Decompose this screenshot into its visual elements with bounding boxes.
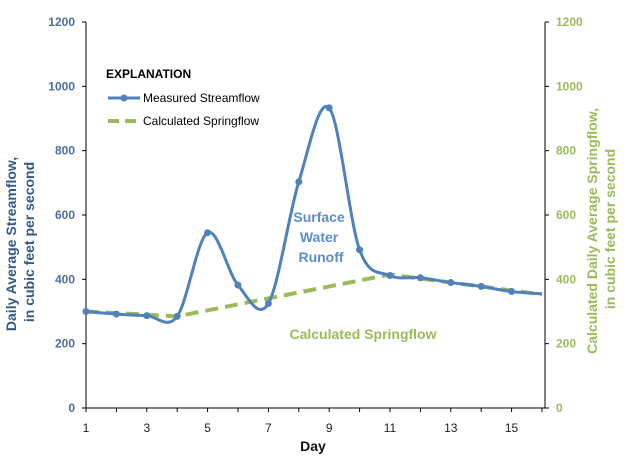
y-tick-label-left: 400 — [55, 272, 75, 286]
x-tick-label: 1 — [83, 421, 90, 435]
y-axis-right-title-line-1: Calculated Daily Average Springflow, — [584, 108, 600, 354]
y-tick-label-right: 0 — [556, 401, 563, 415]
measured-streamflow-point-day-8 — [295, 178, 303, 186]
annotation-surface-water-runoff: Surface Water Runoff — [293, 209, 348, 265]
measured-streamflow-point-day-2 — [112, 310, 120, 318]
y-tick-label-right: 400 — [556, 272, 576, 286]
x-axis-title: Day — [300, 438, 326, 454]
legend-marker-measured-streamflow — [120, 94, 128, 102]
y-tick-label-right: 1000 — [556, 79, 583, 93]
measured-streamflow-point-day-7 — [264, 299, 272, 307]
annotation-surface-water-runoff-line-1: Surface — [293, 209, 345, 225]
y-axis-right-title: Calculated Daily Average Springflow, in … — [584, 104, 618, 354]
y-tick-label-left: 200 — [55, 337, 75, 351]
annotation-surface-water-runoff-line-3: Runoff — [298, 249, 343, 265]
measured-streamflow-point-day-9 — [325, 104, 333, 112]
measured-streamflow-point-day-14 — [477, 282, 485, 290]
measured-streamflow-point-day-5 — [204, 229, 212, 237]
legend-label-calculated-springflow: Calculated Springflow — [143, 114, 259, 128]
annotation-surface-water-runoff-line-2: Water — [300, 229, 339, 245]
x-tick-label: 9 — [326, 421, 333, 435]
x-tick-label: 3 — [143, 421, 150, 435]
y-axis-left-title-line-2: in cubic feet per second — [21, 162, 37, 322]
legend-title: EXPLANATION — [106, 67, 191, 81]
tick-labels: 0 0 200 200 400 400 600 600 800 800 1000 1000 1200 12… — [48, 15, 583, 435]
x-tick-label: 13 — [444, 421, 458, 435]
series-measured-streamflow-line — [85, 104, 543, 324]
axes — [82, 21, 549, 412]
measured-streamflow-point-day-6 — [234, 281, 242, 289]
y-axis-left-title: Daily Average Streamflow, in cubic feet … — [3, 153, 37, 331]
measured-streamflow-point-day-15 — [508, 288, 516, 296]
y-tick-label-left: 0 — [68, 401, 75, 415]
y-tick-label-right: 800 — [556, 144, 576, 158]
y-tick-label-right: 1200 — [556, 15, 583, 29]
measured-streamflow-point-day-12 — [416, 274, 424, 282]
x-tick-label: 5 — [204, 421, 211, 435]
y-tick-label-left: 600 — [55, 208, 75, 222]
x-tick-label: 7 — [265, 421, 272, 435]
legend: EXPLANATION Measured Streamflow Calculat… — [106, 67, 260, 128]
measured-streamflow-point-day-10 — [356, 246, 364, 254]
y-tick-label-left: 800 — [55, 144, 75, 158]
series-calculated-springflow-line — [85, 272, 543, 319]
annotation-calculated-springflow: Calculated Springflow — [289, 326, 436, 342]
measured-streamflow-point-day-13 — [447, 279, 455, 287]
y-tick-label-right: 200 — [556, 337, 576, 351]
y-axis-left-title-line-1: Daily Average Streamflow, — [3, 157, 19, 331]
measured-streamflow-point-day-3 — [143, 312, 151, 320]
y-tick-label-right: 600 — [556, 208, 576, 222]
x-tick-label: 11 — [384, 421, 397, 435]
measured-streamflow-point-day-1 — [82, 308, 90, 315]
y-tick-label-left: 1000 — [48, 79, 75, 93]
measured-streamflow-point-day-4 — [173, 312, 181, 320]
legend-label-measured-streamflow: Measured Streamflow — [143, 91, 260, 105]
y-tick-label-left: 1200 — [48, 15, 75, 29]
series-layer — [82, 104, 543, 324]
x-tick-label: 15 — [505, 421, 519, 435]
measured-streamflow-point-day-11 — [386, 271, 394, 279]
y-axis-right-title-line-2: in cubic feet per second — [602, 149, 618, 309]
